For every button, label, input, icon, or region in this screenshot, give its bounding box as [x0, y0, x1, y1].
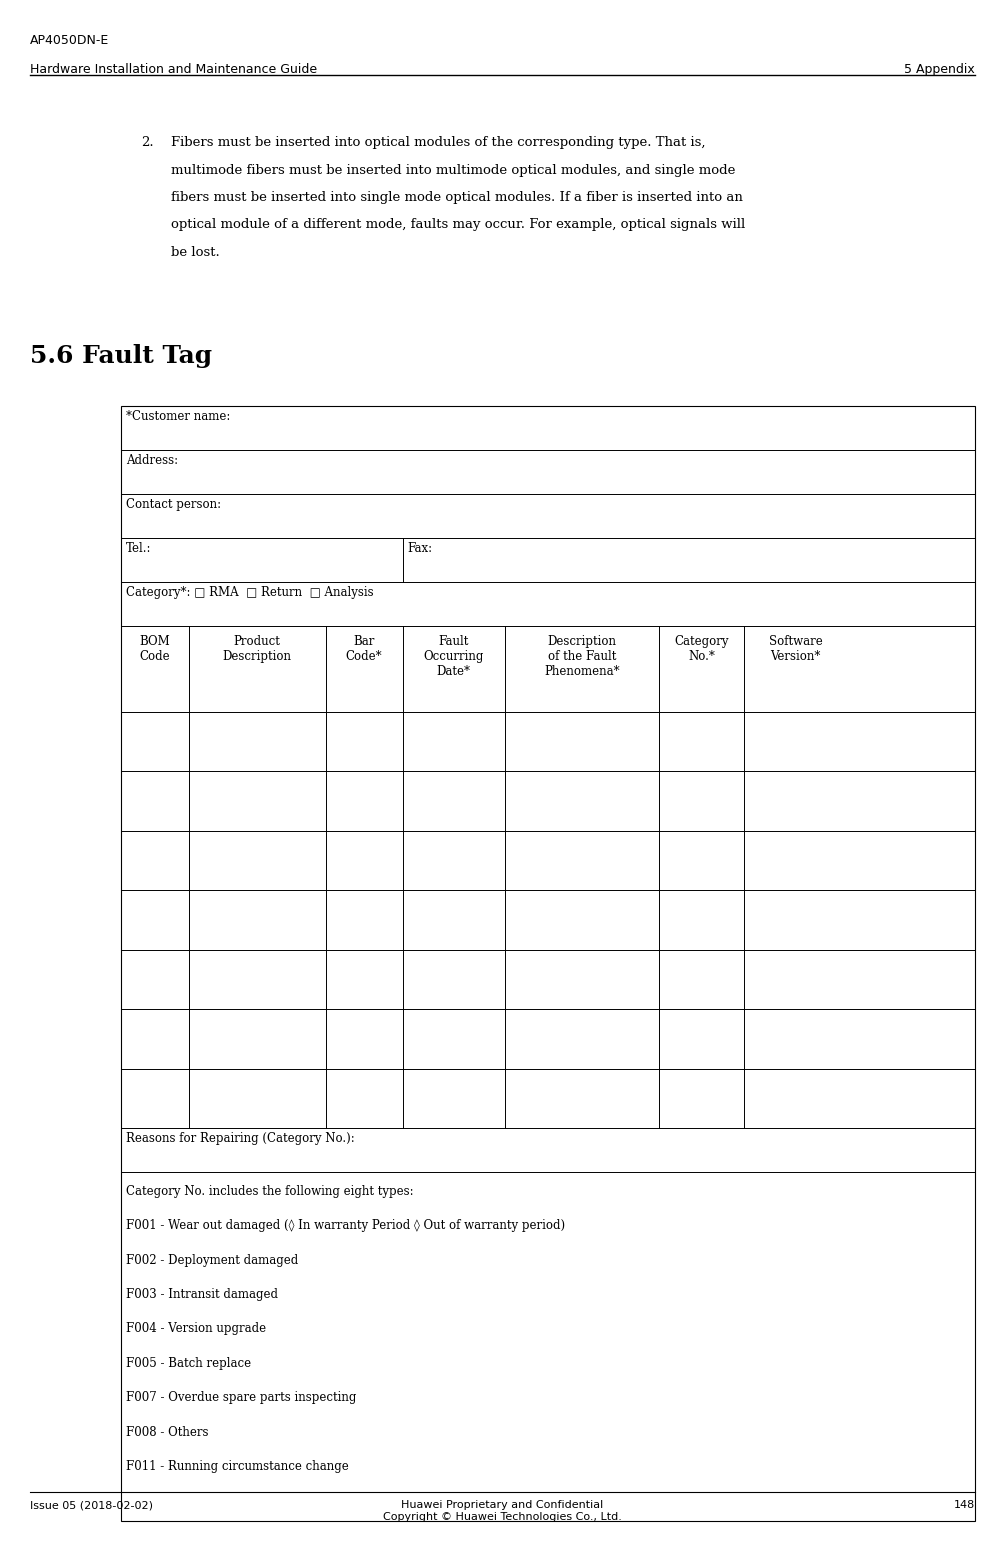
Text: F003 - Intransit damaged: F003 - Intransit damaged: [126, 1289, 277, 1301]
Text: Hardware Installation and Maintenance Guide: Hardware Installation and Maintenance Gu…: [30, 63, 318, 75]
Text: F007 - Overdue spare parts inspecting: F007 - Overdue spare parts inspecting: [126, 1392, 356, 1405]
Text: Issue 05 (2018-02-02): Issue 05 (2018-02-02): [30, 1500, 153, 1510]
Text: F011 - Running circumstance change: F011 - Running circumstance change: [126, 1461, 349, 1474]
Text: Bar
Code*: Bar Code*: [346, 636, 382, 662]
Text: Category*: □ RMA  □ Return  □ Analysis: Category*: □ RMA □ Return □ Analysis: [126, 586, 373, 598]
Text: 5 Appendix: 5 Appendix: [904, 63, 975, 75]
Text: optical module of a different mode, faults may occur. For example, optical signa: optical module of a different mode, faul…: [171, 218, 745, 232]
Text: F005 - Batch replace: F005 - Batch replace: [126, 1358, 251, 1370]
Text: F004 - Version upgrade: F004 - Version upgrade: [126, 1323, 265, 1336]
Text: Fibers must be inserted into optical modules of the corresponding type. That is,: Fibers must be inserted into optical mod…: [171, 136, 706, 149]
Bar: [121, 406, 975, 1522]
Text: *Customer name:: *Customer name:: [126, 410, 230, 423]
Text: 2.: 2.: [141, 136, 154, 149]
Text: Description
of the Fault
Phenomena*: Description of the Fault Phenomena*: [544, 636, 620, 678]
Text: Reasons for Repairing (Category No.):: Reasons for Repairing (Category No.):: [126, 1132, 355, 1145]
Text: F008 - Others: F008 - Others: [126, 1427, 208, 1439]
Text: Tel.:: Tel.:: [126, 542, 151, 554]
Text: F002 - Deployment damaged: F002 - Deployment damaged: [126, 1254, 297, 1267]
Text: 148: 148: [954, 1500, 975, 1510]
Text: Address:: Address:: [126, 454, 178, 467]
Text: Category
No.*: Category No.*: [674, 636, 729, 662]
Text: fibers must be inserted into single mode optical modules. If a fiber is inserted: fibers must be inserted into single mode…: [171, 191, 743, 204]
Text: multimode fibers must be inserted into multimode optical modules, and single mod: multimode fibers must be inserted into m…: [171, 163, 736, 177]
Text: 5.6 Fault Tag: 5.6 Fault Tag: [30, 345, 212, 368]
Text: F001 - Wear out damaged (◊ In warranty Period ◊ Out of warranty period): F001 - Wear out damaged (◊ In warranty P…: [126, 1220, 565, 1232]
Text: be lost.: be lost.: [171, 246, 220, 258]
Text: Huawei Proprietary and Confidential
Copyright © Huawei Technologies Co., Ltd.: Huawei Proprietary and Confidential Copy…: [383, 1500, 622, 1522]
Text: Software
Version*: Software Version*: [769, 636, 822, 662]
Text: Contact person:: Contact person:: [126, 498, 221, 511]
Text: Category No. includes the following eight types:: Category No. includes the following eigh…: [126, 1185, 413, 1198]
Text: BOM
Code: BOM Code: [140, 636, 170, 662]
Text: AP4050DN-E: AP4050DN-E: [30, 34, 110, 47]
Text: Fax:: Fax:: [408, 542, 433, 554]
Text: Fault
Occurring
Date*: Fault Occurring Date*: [423, 636, 484, 678]
Text: Product
Description: Product Description: [223, 636, 291, 662]
